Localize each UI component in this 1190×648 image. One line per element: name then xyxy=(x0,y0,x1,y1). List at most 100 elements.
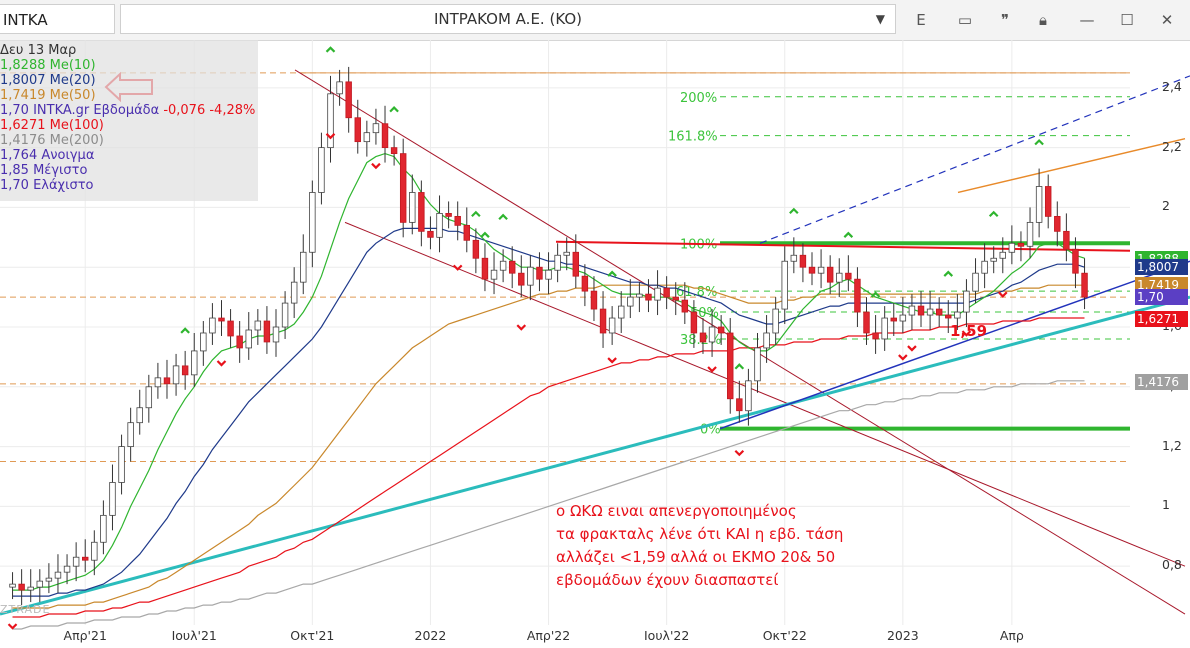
price-tag: 1,4176 xyxy=(1135,373,1188,390)
candle-up xyxy=(118,446,125,483)
candle-up xyxy=(636,293,643,298)
candle-down xyxy=(508,260,516,274)
fractal-up-marker xyxy=(943,270,954,277)
candle-up xyxy=(336,81,343,95)
legend-change: -0,076 -4,28% xyxy=(159,103,256,118)
candle-up xyxy=(1026,221,1034,247)
candle-up xyxy=(245,329,252,349)
legend-value: 1,8007 Me(20) xyxy=(0,73,96,88)
candle-up xyxy=(881,317,888,340)
candle-down xyxy=(227,320,234,337)
candle-up xyxy=(608,317,616,334)
candle-down xyxy=(1072,248,1079,274)
legend-value: 1,85 Μέγιστο xyxy=(0,163,88,178)
legend-value: 1,764 Ανοιγμα xyxy=(0,148,95,163)
candle-down xyxy=(826,266,834,283)
candle-up xyxy=(191,350,198,376)
candle-down xyxy=(945,314,952,319)
candle-down xyxy=(418,192,425,232)
letter-e-icon[interactable]: E xyxy=(916,11,926,29)
save-icon[interactable]: ▭ xyxy=(957,11,973,29)
instrument-title-dropdown[interactable]: INTPAKOM A.E. (KO) ▼ xyxy=(120,4,896,34)
candle-up xyxy=(981,260,988,274)
candle-up xyxy=(817,266,825,274)
fractal-down-marker xyxy=(325,133,336,140)
price-tag: 1,7419 xyxy=(1135,276,1188,293)
maximize-icon[interactable]: ☐ xyxy=(1120,11,1134,29)
x-tick-label: Οκτ'22 xyxy=(762,628,807,643)
y-tick-label: 2 xyxy=(1162,198,1170,214)
candle-down xyxy=(799,254,807,268)
legend-row: 1,7419 Me(50) xyxy=(0,88,258,103)
candle-up xyxy=(963,290,970,313)
candle-up xyxy=(790,254,798,262)
candle-down xyxy=(717,326,725,334)
candle-down xyxy=(481,257,489,280)
candle-down xyxy=(427,230,434,238)
candle-down xyxy=(472,239,480,259)
candle-up xyxy=(272,326,280,343)
candle-up xyxy=(990,257,997,262)
candle-down xyxy=(536,266,543,280)
symbol-input[interactable]: INTKA xyxy=(0,4,115,34)
close-icon[interactable]: ✕ xyxy=(1160,11,1174,29)
candle-down xyxy=(1063,230,1070,250)
candle-up xyxy=(926,308,934,316)
fractal-down-marker xyxy=(371,162,381,170)
level-159-label: 1,59 xyxy=(950,322,987,340)
ma200-line xyxy=(12,380,1085,630)
minimize-icon[interactable]: — xyxy=(1079,11,1095,29)
candle-up xyxy=(409,192,416,223)
candle-down xyxy=(645,293,652,301)
x-tick-label: Οκτ'21 xyxy=(290,628,335,643)
candle-down xyxy=(663,287,670,298)
fractal-up-marker xyxy=(988,210,999,218)
candle-up xyxy=(1035,186,1043,223)
candle-down xyxy=(935,308,943,316)
candle-up xyxy=(763,332,770,349)
candle-up xyxy=(209,317,216,334)
fractal-down-marker xyxy=(452,264,463,271)
y-tick-label: 0,8 xyxy=(1162,557,1182,573)
candle-up xyxy=(318,147,325,193)
y-tick-label: 2,2 xyxy=(1162,138,1182,154)
candle-down xyxy=(1081,272,1088,298)
fractal-down-marker xyxy=(998,291,1008,298)
candle-down xyxy=(599,308,607,334)
candle-down xyxy=(699,332,707,343)
candle-up xyxy=(45,577,53,582)
legend-row: 1,8288 Me(10) xyxy=(0,58,258,73)
candle-down xyxy=(727,332,734,400)
candle-down xyxy=(354,117,361,143)
candle-down xyxy=(390,147,398,155)
lock-icon[interactable]: 🔒︎ xyxy=(1039,11,1047,29)
fractal-up-marker xyxy=(734,363,745,370)
fractal-up-marker xyxy=(843,231,854,238)
candle-down xyxy=(518,272,525,286)
comment-icon[interactable]: ❞ xyxy=(1000,11,1010,29)
candle-up xyxy=(554,254,561,271)
candle-up xyxy=(999,251,1006,259)
candle-down xyxy=(1017,242,1025,247)
chevron-down-icon[interactable]: ▼ xyxy=(875,12,885,26)
fractal-down-marker xyxy=(607,357,617,364)
fractal-up-marker xyxy=(498,213,508,221)
x-tick-label: Ιουλ'22 xyxy=(643,628,690,643)
fib-label: 161.8% xyxy=(668,130,718,145)
toolbar: INTKA INTPAKOM A.E. (KO) ▼ E ▭ ❞ 🔒︎ — ☐ … xyxy=(0,0,1190,41)
candle-up xyxy=(363,132,371,143)
legend-value: 1,8288 Me(10) xyxy=(0,58,96,73)
legend-value: 1,6271 Me(100) xyxy=(0,118,104,133)
candle-down xyxy=(690,311,698,334)
candle-up xyxy=(836,272,843,283)
candle-down xyxy=(399,153,407,223)
fractal-up-marker xyxy=(870,291,881,298)
fractal-down-marker xyxy=(516,324,527,331)
candle-up xyxy=(499,260,507,271)
candle-up xyxy=(281,302,289,328)
candle-up xyxy=(254,320,262,331)
analysis-note: ο ΩΚΩ ειναι απενεργοποιημένος τα φρακταλ… xyxy=(556,500,886,592)
candle-down xyxy=(82,556,89,561)
price-chart[interactable]: 200%161.8%100%61.8%50%38.2%0%1,59 xyxy=(0,40,1190,648)
candle-up xyxy=(72,556,80,567)
